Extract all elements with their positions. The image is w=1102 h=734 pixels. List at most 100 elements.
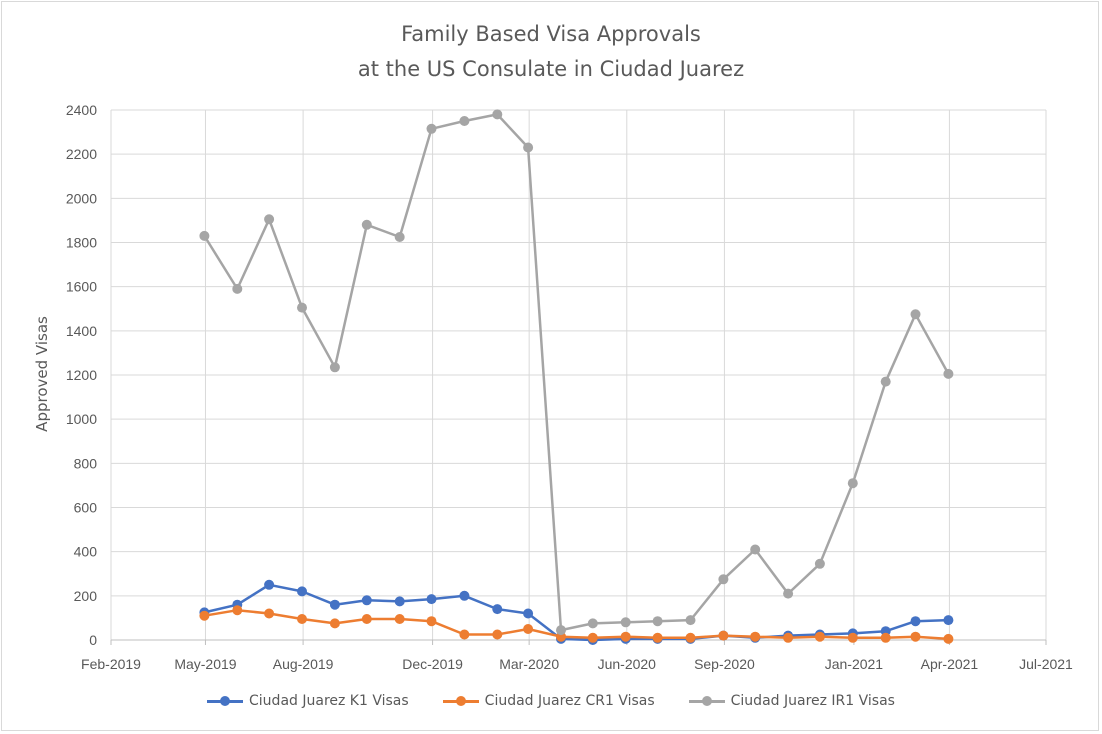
data-point [620,631,631,642]
data-point [264,214,275,225]
series-3 [199,109,954,636]
y-tick-label: 2400 [66,102,97,118]
legend: Ciudad Juarez K1 Visas Ciudad Juarez CR1 … [0,693,1102,709]
data-point [459,116,470,126]
legend-label: Ciudad Juarez CR1 Visas [484,693,655,709]
data-point [264,579,275,590]
data-point [459,629,470,640]
data-point [361,219,372,230]
data-point [685,632,696,643]
series-layer [199,109,954,645]
y-tick-label: 1200 [66,367,97,383]
data-point [847,478,858,489]
data-point [620,617,631,628]
gridlines [110,109,1047,645]
data-point [492,109,503,120]
line-chart: 0 200 400 600 800 1000 1200 1400 1600 1800 2000 220… [33,102,1073,672]
legend-item: Ciudad Juarez K1 Visas [207,693,409,709]
x-axis-ticks: Feb-2019 May-2019 Aug-2019 Dec-2019 Mar-2020… [81,656,1073,672]
data-point [652,616,663,627]
data-point [943,368,954,379]
x-tick-label: Jul-2021 [1019,656,1073,672]
y-tick-label: 1400 [66,323,97,339]
data-point [459,590,470,601]
data-point [426,594,437,605]
data-point [232,283,243,294]
y-tick-label: 800 [74,455,98,471]
y-tick-label: 1800 [66,235,97,251]
data-point [297,614,307,624]
data-point [652,632,663,643]
series-line [204,583,949,642]
y-tick-label: 600 [74,500,98,516]
legend-label: Ciudad Juarez K1 Visas [249,693,409,709]
data-point [910,631,921,642]
data-point [910,616,921,627]
data-point [426,123,437,134]
data-point [361,595,372,606]
data-point [492,604,503,615]
y-axis-label: Approved Visas [33,316,51,432]
y-axis-ticks: 0 200 400 600 800 1000 1200 1400 1600 1800 2000 220… [66,102,97,648]
data-point [394,614,405,624]
data-point [718,630,729,641]
y-tick-label: 2200 [66,146,97,162]
data-point [523,608,534,619]
series-2 [199,605,954,644]
data-point [880,376,891,387]
data-point [329,618,340,629]
y-tick-label: 2000 [66,190,97,206]
data-point [685,615,696,626]
series-1 [199,579,954,645]
x-tick-label: Mar-2020 [499,656,559,672]
x-tick-label: Sep-2020 [694,656,755,672]
data-point [718,574,729,585]
data-point [556,625,566,636]
data-point [361,614,372,624]
legend-marker-icon [442,694,479,708]
data-point [814,631,825,642]
y-tick-label: 200 [74,588,98,604]
data-point [750,544,761,555]
y-tick-label: 1000 [66,411,97,427]
data-point [587,632,598,643]
data-point [523,624,534,634]
y-tick-label: 1600 [66,279,97,295]
data-point [199,610,210,621]
data-point [232,605,243,616]
x-tick-label: Jun-2020 [598,656,657,672]
y-tick-label: 0 [89,632,97,648]
x-tick-label: Jan-2021 [825,656,884,672]
legend-item: Ciudad Juarez IR1 Visas [688,693,895,709]
legend-item: Ciudad Juarez CR1 Visas [442,693,655,709]
data-point [814,558,825,569]
legend-label: Ciudad Juarez IR1 Visas [730,693,895,709]
data-point [492,629,503,640]
data-point [329,362,340,373]
data-point [847,632,858,643]
legend-marker-icon [688,694,725,708]
series-line [203,113,950,632]
x-tick-label: Aug-2019 [273,656,334,672]
data-point [199,230,210,241]
data-point [943,615,954,626]
data-point [297,302,307,313]
data-point [587,618,598,629]
x-tick-label: May-2019 [174,656,236,672]
data-point [394,596,405,607]
data-point [264,608,275,619]
x-tick-label: Dec-2019 [402,656,463,672]
chart-title: Family Based Visa Approvals [401,22,701,46]
data-point [783,588,794,599]
data-point [329,599,340,610]
data-point [750,631,761,642]
data-point [394,232,405,242]
y-tick-label: 400 [74,544,98,560]
data-point [783,632,794,643]
data-point [910,309,921,320]
legend-marker-icon [207,694,244,708]
chart-subtitle: at the US Consulate in Ciudad Juarez [357,57,745,81]
x-tick-label: Feb-2019 [81,656,141,672]
data-point [297,586,307,597]
